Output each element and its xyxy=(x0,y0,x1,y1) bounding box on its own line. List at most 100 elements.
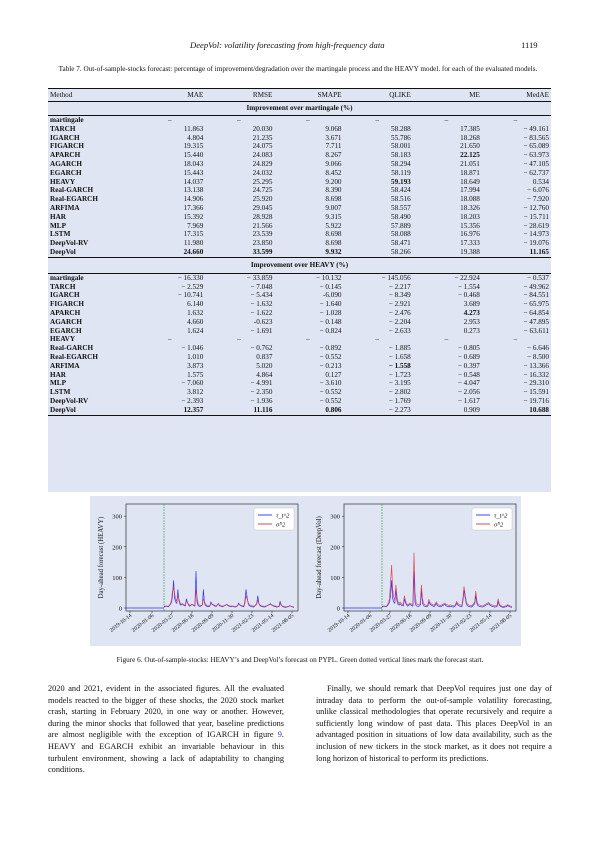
method-name: FIGARCH xyxy=(50,142,84,151)
metric-value: − 0.805 xyxy=(457,344,480,353)
method-name: MLP xyxy=(50,379,66,388)
metric-value: 55.786 xyxy=(391,133,411,142)
y-tick-label: 0 xyxy=(119,606,122,613)
metric-value: 15.356 xyxy=(460,221,480,230)
metric-value: 18.871 xyxy=(460,168,480,177)
metric-value: 58.119 xyxy=(391,168,411,177)
metric-value: − 2.633 xyxy=(388,326,411,335)
metric-value: − 2.476 xyxy=(388,308,411,317)
table-row: APARCH 15.440 24.083 8.267 58.183 22.125 − 63.… xyxy=(48,151,551,160)
metric-value: 25.920 xyxy=(252,195,273,204)
metric-value: − 1.558 xyxy=(388,361,411,370)
table-row: MLP − 7.060 − 4.991 − 3.610 − 3.195 − 4.047 − … xyxy=(48,379,551,388)
metric-value: 28.928 xyxy=(252,212,273,221)
method-name: HAR xyxy=(50,370,66,379)
running-title: DeepVol: volatility forecasting from hig… xyxy=(190,40,385,50)
series-line xyxy=(164,586,294,608)
table-row: martingale – – – – – – xyxy=(48,116,551,125)
metric-value: – xyxy=(444,116,449,124)
metric-value: 17.333 xyxy=(460,239,480,248)
metric-value: 15.392 xyxy=(183,212,204,221)
column-header: Method xyxy=(48,88,137,102)
left-text-part2: . HEAVY and EGARCH exhibit an invariable… xyxy=(48,730,284,775)
metric-value: 9.315 xyxy=(325,212,342,221)
metric-value: − 22.924 xyxy=(454,273,480,282)
table-row: AGARCH 18.043 24.829 9.066 58.294 21.051 − 47.… xyxy=(48,160,551,169)
metric-value: – xyxy=(513,335,518,344)
method-name: Real-EGARCH xyxy=(50,195,98,204)
metric-value: 58.490 xyxy=(391,212,411,221)
metric-value: 10.688 xyxy=(481,405,551,416)
metric-value: 58.557 xyxy=(391,203,411,212)
metric-value: − 4.047 xyxy=(457,379,480,388)
table-row: DeepVol 24.660 33.599 9.932 58.266 19.388 11.1… xyxy=(48,248,551,257)
y-tick-label: 100 xyxy=(112,575,122,582)
metric-value: − 4.991 xyxy=(250,379,273,388)
metric-value: − 2.393 xyxy=(181,396,204,405)
method-name: HEAVY xyxy=(50,335,76,344)
metric-value: − 0.468 xyxy=(457,291,480,300)
metric-value: − 2.350 xyxy=(250,388,273,397)
metric-value: − 0.537 xyxy=(526,273,549,282)
metric-value: − 47.895 xyxy=(523,317,549,326)
metric-value: − 0.552 xyxy=(319,396,342,405)
x-tick-label: 2019-10-14 xyxy=(327,613,351,634)
metric-value: 58.001 xyxy=(391,142,411,151)
metric-value: 9.007 xyxy=(325,203,342,212)
metric-value: − 1.046 xyxy=(181,344,204,353)
metric-value: 0.534 xyxy=(532,177,549,186)
metric-value: 5.020 xyxy=(256,361,273,370)
method-name: IGARCH xyxy=(50,291,80,300)
table-row: HEAVY – – – – – – xyxy=(48,335,551,344)
metric-value: 21.566 xyxy=(252,221,273,230)
metric-value: 24.032 xyxy=(252,168,273,177)
metric-value: − 84.551 xyxy=(523,291,549,300)
metric-value: − 1.632 xyxy=(250,300,273,309)
metric-value: 23.539 xyxy=(252,230,273,239)
metric-value: 0.127 xyxy=(325,370,342,379)
metric-value: − 14.973 xyxy=(523,230,549,239)
metric-value: − 47.105 xyxy=(523,159,549,168)
metric-value: 11.165 xyxy=(529,247,549,256)
metric-value: − 0.213 xyxy=(319,361,342,370)
figure-link[interactable]: 9 xyxy=(277,730,282,740)
section-header-row: Improvement over martingale (%) xyxy=(48,102,551,116)
x-tick-label: 2021-08-05 xyxy=(271,613,295,634)
metric-value: 4.804 xyxy=(187,133,204,142)
metric-value: – xyxy=(237,335,241,344)
metric-value: 8.267 xyxy=(325,151,342,160)
metric-value: − 0.824 xyxy=(319,326,342,335)
metric-value: – xyxy=(306,116,310,124)
metric-value: 23.850 xyxy=(252,239,273,248)
y-axis-label: Day-ahead forecast (HEAVY) xyxy=(98,517,105,599)
metric-value: – xyxy=(306,335,310,344)
figure-caption: Figure 6. Out-of-sample-stocks: HEAVY’s … xyxy=(116,656,484,664)
method-name: AGARCH xyxy=(50,159,82,168)
metric-value: 18.268 xyxy=(460,133,480,142)
metric-value: 15.440 xyxy=(183,151,204,160)
table-row: IGARCH − 10.741 − 5.434 -6.090 − 8.349 − 0.46… xyxy=(48,291,551,300)
metric-value: – xyxy=(167,116,172,124)
metric-value: − 3.195 xyxy=(388,379,411,388)
metric-value: − 0.762 xyxy=(250,344,273,353)
metric-value: 17.994 xyxy=(460,186,480,195)
metric-value: − 1.028 xyxy=(319,308,342,317)
metric-value: 8.698 xyxy=(325,239,342,248)
metric-value: − 16.332 xyxy=(523,370,549,379)
table-row: HEAVY 14.037 25.295 9.200 59.193 18.649 0.534 xyxy=(48,178,551,187)
method-name: martingale xyxy=(50,273,84,282)
metric-value: − 63.973 xyxy=(523,151,549,160)
table-row: EGARCH 15.443 24.032 8.452 58.119 18.871 − 62.… xyxy=(48,169,551,178)
table-row: TARCH − 2.529 − 7.048 − 0.145 − 2.217 − 1.554… xyxy=(48,283,551,292)
column-header: SMAPE xyxy=(274,88,344,102)
metric-value: − 10.132 xyxy=(315,273,342,282)
metric-value: − 6.076 xyxy=(526,186,549,195)
metric-value: 58.471 xyxy=(391,239,411,248)
metric-value: 9.200 xyxy=(325,177,342,186)
metric-value: 11.980 xyxy=(183,239,204,248)
y-tick-label: 200 xyxy=(330,544,340,551)
metric-value: 2.953 xyxy=(463,317,480,326)
chart-panel: 0 100 200 300 Day-ahead forecast (DeepVol) 20… xyxy=(316,503,517,634)
metric-value: 0.806 xyxy=(274,405,344,416)
metric-value: − 1.691 xyxy=(250,326,273,335)
